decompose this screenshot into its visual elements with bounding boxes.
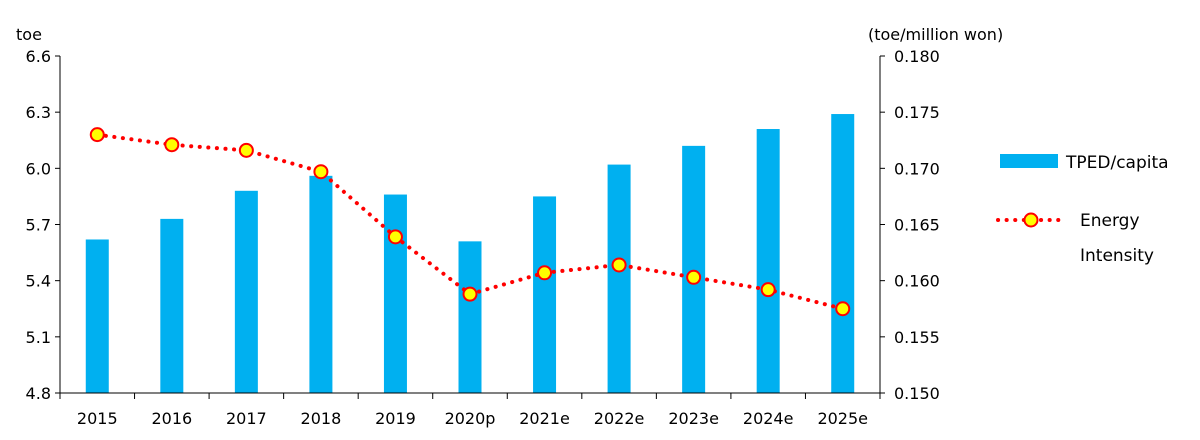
right-tick-label: 0.175	[894, 103, 940, 122]
x-tick-label-2015: 2015	[77, 409, 118, 428]
x-tick-label-2022e: 2022e	[594, 409, 645, 428]
left-tick-label: 5.7	[26, 216, 51, 235]
x-tick-label-2017: 2017	[226, 409, 267, 428]
bar-tped-2015	[85, 239, 109, 393]
x-tick-label-2019: 2019	[375, 409, 416, 428]
line-layer	[89, 127, 851, 317]
bar-tped-2022e	[607, 164, 631, 393]
energy-intensity-point-2018	[313, 164, 329, 180]
bars-layer	[85, 114, 855, 393]
energy-intensity-point-2020p	[462, 286, 478, 302]
x-tick-label-2024e: 2024e	[743, 409, 794, 428]
left-tick-label: 4.8	[26, 384, 51, 403]
energy-intensity-point-2025e	[835, 301, 851, 317]
bar-tped-2024e	[756, 129, 780, 393]
right-tick-label: 0.165	[894, 216, 940, 235]
legend-label-energy-line1: Energy	[1080, 211, 1140, 231]
right-tick-label: 0.150	[894, 384, 940, 403]
bar-tped-2023e	[682, 145, 706, 393]
right-tick-label: 0.170	[894, 159, 940, 178]
bar-tped-2016	[160, 218, 184, 393]
x-tick-label-2018: 2018	[301, 409, 342, 428]
energy-intensity-point-2019	[387, 229, 403, 245]
bar-tped-2017	[234, 190, 258, 393]
left-tick-label: 5.1	[26, 328, 51, 347]
energy-intensity-point-2015	[89, 127, 105, 143]
bar-tped-2019	[383, 194, 407, 393]
left-tick-label: 6.6	[26, 47, 51, 66]
bar-tped-2018	[309, 175, 333, 393]
x-tick-label-2020p: 2020p	[445, 409, 496, 428]
left-axis-unit: toe	[16, 25, 42, 44]
bar-tped-2025e	[831, 114, 855, 393]
legend-marker-energy	[1023, 212, 1039, 228]
x-tick-label-2021e: 2021e	[519, 409, 570, 428]
left-tick-label: 5.4	[26, 272, 51, 291]
bar-tped-2020p	[458, 241, 482, 393]
energy-intensity-point-2023e	[686, 269, 702, 285]
legend-label-tped: TPED/capita	[1065, 153, 1169, 173]
left-tick-label: 6.3	[26, 103, 51, 122]
x-tick-label-2016: 2016	[151, 409, 192, 428]
left-tick-label: 6.0	[26, 159, 51, 178]
energy-intensity-point-2021e	[537, 265, 553, 281]
energy-intensity-point-2017	[238, 142, 254, 158]
legend: TPED/capita Energy Intensity	[996, 153, 1169, 266]
x-tick-label-2023e: 2023e	[668, 409, 719, 428]
legend-swatch-tped	[1000, 154, 1058, 168]
energy-intensity-point-2024e	[760, 282, 776, 298]
bar-tped-2021e	[533, 196, 557, 393]
legend-label-energy-line2: Intensity	[1080, 246, 1154, 266]
energy-intensity-point-2016	[164, 137, 180, 153]
right-tick-label: 0.155	[894, 328, 940, 347]
right-axis-unit: (toe/million won)	[868, 25, 1003, 44]
x-tick-label-2025e: 2025e	[817, 409, 868, 428]
right-tick-label: 0.160	[894, 272, 940, 291]
ticks-layer: 6.6 0.180 6.3 0.175 6.0 0.170 5.7 0.165 5.4 0.160…	[26, 47, 940, 428]
right-tick-label: 0.180	[894, 47, 940, 66]
energy-intensity-point-2022e	[611, 257, 627, 273]
